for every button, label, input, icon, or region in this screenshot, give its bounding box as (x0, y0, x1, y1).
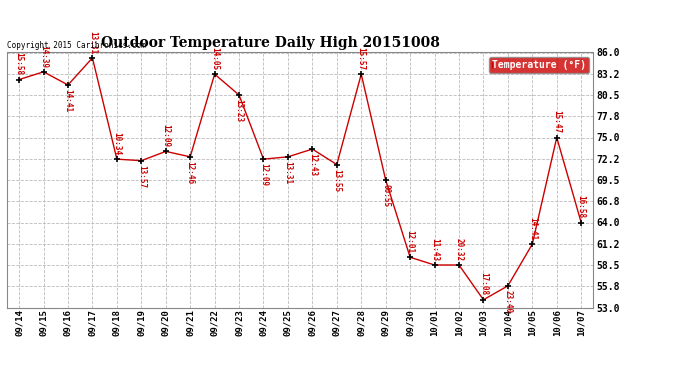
Text: 00:55: 00:55 (381, 184, 390, 207)
Text: 15:58: 15:58 (14, 52, 23, 75)
Text: Copyright 2015 Caribronics.com: Copyright 2015 Caribronics.com (7, 41, 146, 50)
Text: 16:58: 16:58 (577, 195, 586, 218)
Text: 14:41: 14:41 (528, 217, 537, 240)
Text: 15:47: 15:47 (552, 110, 561, 134)
Text: 15:57: 15:57 (357, 47, 366, 70)
Legend: Temperature (°F): Temperature (°F) (489, 57, 589, 73)
Text: 12:01: 12:01 (406, 230, 415, 253)
Text: 11:43: 11:43 (430, 238, 439, 261)
Text: 10:34: 10:34 (112, 132, 121, 155)
Text: 13:23: 13:23 (235, 99, 244, 122)
Text: 14:41: 14:41 (63, 89, 72, 112)
Text: 14:39: 14:39 (39, 45, 48, 68)
Title: Outdoor Temperature Daily High 20151008: Outdoor Temperature Daily High 20151008 (101, 36, 440, 50)
Text: 12:46: 12:46 (186, 161, 195, 184)
Text: 12:43: 12:43 (308, 153, 317, 176)
Text: 12:09: 12:09 (161, 124, 170, 147)
Text: 17:08: 17:08 (479, 273, 488, 296)
Text: 13:31: 13:31 (88, 31, 97, 54)
Text: 13:31: 13:31 (284, 161, 293, 184)
Text: 14:05: 14:05 (210, 47, 219, 70)
Text: 12:09: 12:09 (259, 163, 268, 186)
Text: 13:57: 13:57 (137, 165, 146, 188)
Text: 23:40: 23:40 (504, 290, 513, 313)
Text: 20:32: 20:32 (455, 238, 464, 261)
Text: 13:55: 13:55 (333, 169, 342, 192)
